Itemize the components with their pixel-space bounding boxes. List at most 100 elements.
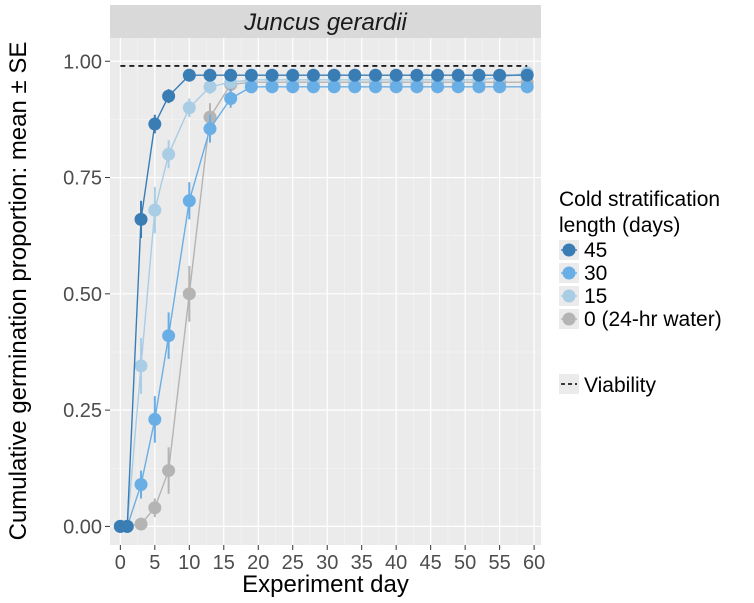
x-tick-label: 60 xyxy=(523,552,545,574)
data-point xyxy=(203,122,217,136)
data-point xyxy=(410,68,424,82)
data-point xyxy=(451,68,465,82)
y-tick-label: 0.25 xyxy=(63,400,102,422)
data-point xyxy=(148,117,162,131)
data-point xyxy=(265,80,279,94)
legend-title-line-2: length (days) xyxy=(559,214,680,237)
data-point xyxy=(162,329,176,343)
data-point xyxy=(182,68,196,82)
y-axis: 0.00 0.25 0.50 0.75 1.00 xyxy=(63,51,110,538)
y-tick-label: 0.75 xyxy=(63,168,102,190)
data-point xyxy=(120,519,134,533)
data-point xyxy=(431,80,445,94)
data-point xyxy=(520,80,534,94)
data-point xyxy=(148,203,162,217)
y-tick-label: 1.00 xyxy=(63,51,102,73)
legend-label: 0 (24-hr water) xyxy=(584,308,722,331)
y-tick-label: 0.50 xyxy=(63,284,102,306)
x-tick-label: 20 xyxy=(247,552,269,574)
data-point xyxy=(162,464,176,478)
legend-item-viability: Viability xyxy=(559,374,656,397)
data-point xyxy=(431,68,445,82)
data-point xyxy=(472,68,486,82)
data-point xyxy=(306,80,320,94)
data-point xyxy=(410,80,424,94)
data-point xyxy=(148,501,162,515)
data-point xyxy=(182,287,196,301)
legend-key-point xyxy=(562,243,576,257)
data-point xyxy=(182,194,196,208)
series-line xyxy=(120,81,528,528)
legend-label-viability: Viability xyxy=(584,374,656,397)
x-tick-label: 50 xyxy=(454,552,476,574)
legend-label: 30 xyxy=(584,262,607,285)
x-axis: 0 5 10 15 20 25 30 35 40 45 50 55 60 xyxy=(115,545,545,574)
data-point xyxy=(148,412,162,426)
x-tick-label: 45 xyxy=(420,552,442,574)
data-point xyxy=(389,68,403,82)
legend-title-line-1: Cold stratification xyxy=(559,188,720,211)
data-point xyxy=(203,68,217,82)
data-point xyxy=(162,89,176,103)
series-layer xyxy=(113,65,534,533)
legend-item: 45 xyxy=(559,239,607,262)
data-point xyxy=(327,80,341,94)
data-point xyxy=(134,517,148,531)
data-point xyxy=(493,68,507,82)
data-point xyxy=(348,68,362,82)
data-point xyxy=(389,80,403,94)
data-point xyxy=(472,80,486,94)
legend-key-point xyxy=(562,266,576,280)
x-tick-label: 30 xyxy=(316,552,338,574)
x-tick-label: 25 xyxy=(282,552,304,574)
legend-key-point xyxy=(562,312,576,326)
legend-item: 15 xyxy=(559,285,607,308)
data-point xyxy=(327,68,341,82)
data-point xyxy=(203,80,217,94)
legend: Cold stratification length (days) 453015… xyxy=(559,188,722,397)
series-line xyxy=(120,86,528,528)
data-point xyxy=(520,68,534,82)
legend-label: 45 xyxy=(584,239,607,262)
legend-item: 30 xyxy=(559,262,607,285)
data-point xyxy=(244,68,258,82)
y-tick-label: 0.00 xyxy=(63,516,102,538)
data-point xyxy=(348,80,362,94)
data-point xyxy=(368,80,382,94)
x-tick-label: 55 xyxy=(488,552,510,574)
legend-key-point xyxy=(562,289,576,303)
x-axis-title: Experiment day xyxy=(242,571,409,598)
x-tick-label: 40 xyxy=(385,552,407,574)
data-point xyxy=(134,212,148,226)
x-tick-label: 0 xyxy=(115,552,126,574)
data-point xyxy=(134,478,148,492)
x-tick-label: 15 xyxy=(213,552,235,574)
data-point xyxy=(162,147,176,161)
data-point xyxy=(286,68,300,82)
x-tick-label: 5 xyxy=(149,552,160,574)
x-tick-label: 10 xyxy=(178,552,200,574)
data-point xyxy=(182,101,196,115)
data-point xyxy=(306,68,320,82)
data-point xyxy=(134,359,148,373)
data-point xyxy=(224,68,238,82)
facet-title: Juncus gerardii xyxy=(243,9,407,36)
plot-panel xyxy=(110,38,541,545)
data-point xyxy=(451,80,465,94)
series-0 xyxy=(113,68,534,533)
facet-strip xyxy=(110,5,541,38)
data-point xyxy=(286,80,300,94)
data-point xyxy=(224,91,238,105)
data-point xyxy=(244,80,258,94)
data-point xyxy=(265,68,279,82)
series-line xyxy=(120,74,528,528)
series-line xyxy=(120,72,528,528)
data-point xyxy=(368,68,382,82)
legend-item: 0 (24-hr water) xyxy=(559,308,722,331)
legend-label: 15 xyxy=(584,285,607,308)
x-tick-label: 35 xyxy=(351,552,373,574)
data-point xyxy=(493,80,507,94)
y-axis-title: Cumulative germination proportion: mean … xyxy=(5,42,32,541)
